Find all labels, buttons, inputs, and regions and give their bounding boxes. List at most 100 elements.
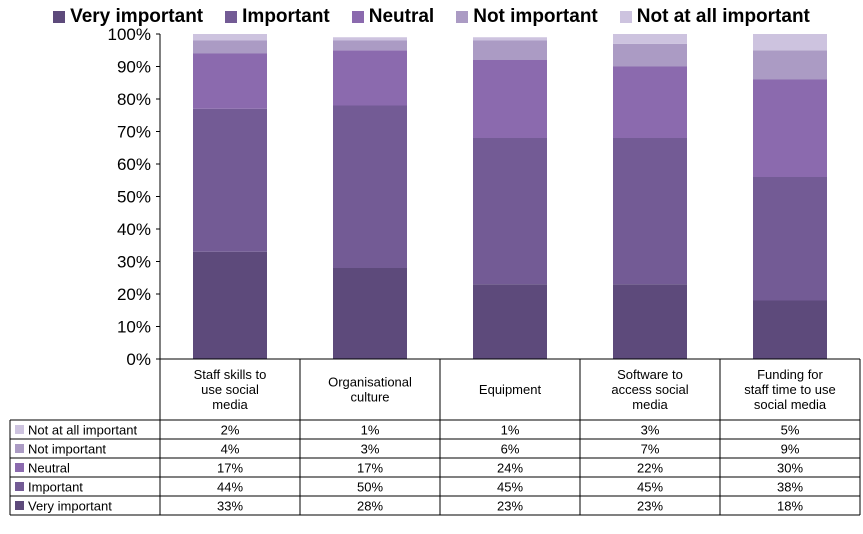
row-label: Not important [28,442,106,457]
table-cell-value: 18% [777,499,803,514]
table-cell-value: 17% [357,461,383,476]
table-cell-value: 38% [777,480,803,495]
y-tick-label: 60% [117,155,151,174]
table-cell-value: 5% [781,423,800,438]
bar-segment-important [473,138,547,285]
bar-segment-not_at_all_important [333,37,407,41]
legend-item: Important [225,6,330,28]
legend-item: Not important [456,6,598,28]
y-tick-label: 80% [117,90,151,109]
legend-swatch [53,11,66,23]
y-tick-label: 50% [117,188,151,207]
row-swatch [15,425,24,434]
bar-segment-not_important [613,43,687,67]
bar-segment-not_at_all_important [473,37,547,41]
category-label: culture [350,390,389,405]
table-cell-value: 44% [217,480,243,495]
legend: Very important Important Neutral Not import… [0,4,863,30]
table-cell-value: 23% [497,499,523,514]
row-label: Very important [28,499,112,514]
row-swatch [15,501,24,510]
legend-item: Neutral [351,6,435,28]
table-cell-value: 33% [217,499,243,514]
category-label: Staff skills to [194,367,267,382]
row-swatch [15,482,24,491]
bar-segment-very_important [193,251,267,359]
category-label: media [632,397,668,412]
y-tick-label: 0% [126,350,151,369]
legend-item: Not at all important [619,6,810,28]
category-label: media [212,397,248,412]
table-cell-value: 6% [501,442,520,457]
table-cell-value: 3% [361,442,380,457]
legend-swatch [225,11,238,23]
table-cell-value: 28% [357,499,383,514]
y-tick-label: 20% [117,285,151,304]
bar-segment-not_important [193,40,267,54]
bar-segment-neutral [753,79,827,177]
y-tick-label: 100% [108,25,151,44]
bar-segment-neutral [473,60,547,138]
table-cell-value: 24% [497,461,523,476]
table-cell-value: 30% [777,461,803,476]
category-label: access social [611,382,688,397]
legend-item: Very important [53,6,203,28]
row-label: Neutral [28,461,70,476]
category-label: Organisational [328,375,412,390]
bar-segment-not_at_all_important [193,34,267,41]
table-cell-value: 4% [221,442,240,457]
bar-segment-not_at_all_important [753,34,827,51]
row-label: Not at all important [28,423,137,438]
table-cell-value: 1% [361,423,380,438]
bar-segment-not_important [333,40,407,51]
legend-swatch [351,11,364,23]
category-label: staff time to use [744,382,836,397]
bar-segment-important [613,138,687,285]
bar-segment-neutral [333,50,407,106]
bar-segment-not_at_all_important [613,34,687,44]
row-swatch [15,444,24,453]
bar-segment-very_important [613,284,687,359]
y-tick-label: 30% [117,253,151,272]
bar-segment-neutral [193,53,267,109]
category-label: Software to [617,367,683,382]
y-tick-label: 10% [117,318,151,337]
bar-segment-very_important [473,284,547,359]
bar-segment-important [333,105,407,268]
legend-label: Important [242,6,330,27]
category-label: social media [754,397,827,412]
category-label: Funding for [757,367,823,382]
legend-label: Very important [70,6,204,27]
y-tick-label: 90% [117,58,151,77]
table-cell-value: 50% [357,480,383,495]
table-cell-value: 45% [637,480,663,495]
legend-label: Not important [473,6,598,27]
table-cell-value: 45% [497,480,523,495]
legend-swatch [619,11,632,23]
table-cell-value: 1% [501,423,520,438]
table-cell-value: 22% [637,461,663,476]
bar-segment-not_important [753,50,827,80]
bar-segment-not_important [473,40,547,60]
bar-segment-neutral [613,66,687,138]
category-label: use social [201,382,259,397]
row-swatch [15,463,24,472]
bar-segment-important [193,108,267,252]
legend-label: Neutral [368,6,435,27]
bar-segment-important [753,177,827,301]
table-cell-value: 7% [641,442,660,457]
table-cell-value: 3% [641,423,660,438]
legend-label: Not at all important [636,6,810,27]
row-label: Important [28,480,83,495]
table-cell-value: 2% [221,423,240,438]
bar-segment-very_important [333,268,407,359]
y-tick-label: 40% [117,220,151,239]
table-cell-value: 23% [637,499,663,514]
table-cell-value: 17% [217,461,243,476]
bar-segment-very_important [753,300,827,359]
category-label: Equipment [479,382,542,397]
legend-swatch [456,11,469,23]
table-cell-value: 9% [781,442,800,457]
y-tick-label: 70% [117,123,151,142]
